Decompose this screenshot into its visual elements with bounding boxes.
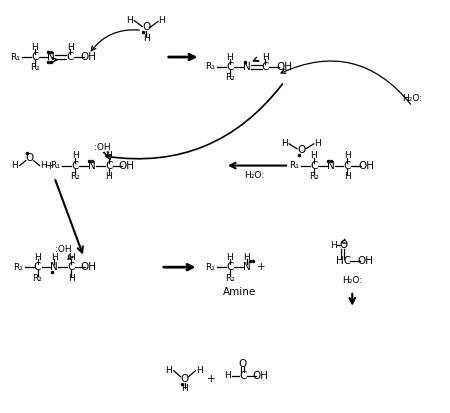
Text: OH: OH (357, 256, 373, 266)
Text: H: H (330, 241, 337, 250)
Text: H: H (12, 161, 18, 170)
Text: H: H (262, 52, 269, 62)
Text: O: O (298, 145, 306, 155)
Text: C: C (31, 52, 38, 62)
Text: R₁: R₁ (10, 52, 20, 62)
Text: H: H (344, 172, 351, 181)
Text: O: O (238, 359, 247, 369)
Text: H: H (225, 371, 231, 380)
Text: N: N (327, 161, 334, 171)
Text: C: C (344, 161, 351, 171)
Text: N: N (50, 262, 58, 272)
Text: N: N (243, 262, 251, 272)
Text: C: C (262, 62, 269, 72)
Text: C: C (105, 161, 112, 171)
Text: C: C (34, 262, 41, 272)
Text: H: H (105, 151, 112, 160)
Text: R₂: R₂ (225, 273, 235, 282)
Text: R₂: R₂ (30, 63, 40, 72)
Text: H: H (226, 52, 233, 62)
Text: H: H (105, 172, 112, 181)
Text: +: + (257, 262, 266, 272)
Text: Amine: Amine (223, 287, 256, 297)
Text: C: C (68, 262, 75, 272)
Text: R₁: R₁ (50, 161, 60, 170)
Text: H: H (126, 16, 133, 25)
Text: OH: OH (81, 262, 97, 272)
Text: +: + (46, 161, 55, 171)
Text: C: C (72, 161, 79, 171)
Text: OH: OH (358, 161, 374, 171)
Text: R₁: R₁ (205, 263, 215, 272)
Text: H: H (31, 43, 38, 52)
Text: C: C (239, 371, 247, 381)
Text: :OH: :OH (94, 143, 111, 152)
Text: R₁: R₁ (13, 263, 23, 272)
Text: H: H (226, 253, 233, 262)
Text: OH: OH (81, 52, 97, 62)
Text: H: H (243, 253, 250, 262)
Text: C: C (310, 161, 318, 171)
Text: H: H (68, 273, 74, 282)
Text: H: H (166, 366, 172, 375)
Text: R₂: R₂ (225, 73, 235, 82)
Text: H: H (51, 253, 58, 262)
Text: H₂Ö:: H₂Ö: (342, 276, 362, 285)
Text: N: N (48, 52, 55, 62)
Text: R₂: R₂ (70, 172, 80, 181)
Text: H: H (310, 151, 317, 160)
Text: OH: OH (252, 371, 269, 381)
Text: H: H (196, 366, 202, 375)
Text: H: H (158, 16, 165, 25)
Text: H: H (68, 253, 74, 262)
Text: C: C (67, 52, 74, 62)
Text: OH: OH (118, 161, 135, 171)
Text: :OH: :OH (55, 245, 72, 254)
Text: H: H (34, 253, 41, 262)
Text: H: H (67, 43, 73, 52)
Text: HC: HC (336, 256, 351, 266)
Text: +: + (207, 374, 216, 384)
Text: OH: OH (276, 62, 292, 72)
Text: H: H (344, 151, 351, 160)
Text: H: H (281, 139, 288, 148)
Text: N: N (243, 62, 251, 72)
Text: O: O (142, 22, 150, 33)
Text: H: H (143, 34, 149, 43)
Text: R₁: R₁ (289, 161, 299, 170)
Text: O: O (26, 153, 34, 163)
Text: C: C (226, 62, 234, 72)
Text: R₂: R₂ (309, 172, 319, 181)
Text: H: H (40, 161, 47, 170)
Text: R₂: R₂ (32, 273, 42, 282)
Text: H₂Ö:: H₂Ö: (244, 171, 265, 180)
Text: H₂Ö:: H₂Ö: (402, 94, 423, 103)
Text: O: O (180, 374, 189, 384)
Text: O: O (339, 240, 347, 250)
Text: R₁: R₁ (205, 62, 215, 71)
Text: N: N (88, 161, 96, 171)
Text: H: H (72, 151, 78, 160)
Text: H: H (315, 139, 321, 148)
Text: C: C (226, 262, 234, 272)
Text: H: H (181, 384, 188, 393)
